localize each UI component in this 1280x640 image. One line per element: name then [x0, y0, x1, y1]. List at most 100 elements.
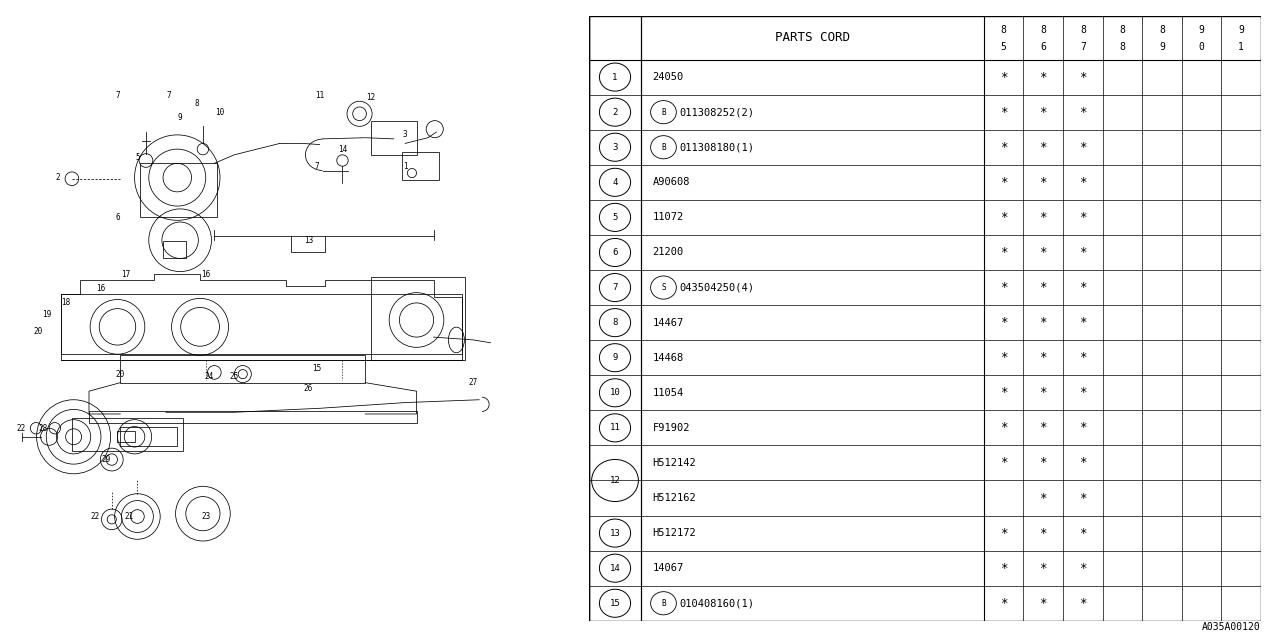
Text: *: * [1000, 141, 1007, 154]
Text: 26: 26 [303, 384, 312, 393]
Text: 20: 20 [33, 327, 42, 336]
Text: 7: 7 [315, 162, 319, 171]
Text: 21: 21 [124, 512, 133, 521]
Text: 5: 5 [1001, 42, 1006, 52]
Text: 1: 1 [612, 72, 618, 81]
Text: *: * [1000, 281, 1007, 294]
Text: 6: 6 [1041, 42, 1046, 52]
Text: 29: 29 [101, 455, 110, 464]
Text: 24: 24 [204, 372, 214, 381]
Text: *: * [1079, 106, 1087, 118]
Text: *: * [1000, 527, 1007, 540]
Text: 27: 27 [468, 378, 479, 387]
Bar [141, 163, 218, 218]
Text: 28: 28 [38, 424, 49, 433]
Text: 22: 22 [17, 424, 26, 433]
Text: *: * [1039, 492, 1047, 504]
Text: S: S [662, 283, 666, 292]
Text: 8: 8 [1120, 42, 1125, 52]
Text: 8: 8 [1041, 25, 1046, 35]
Text: 11054: 11054 [653, 388, 684, 398]
Text: 2: 2 [612, 108, 618, 116]
Text: 10: 10 [215, 108, 224, 116]
Text: H512172: H512172 [653, 528, 696, 538]
Text: 25: 25 [229, 372, 239, 381]
Text: 22: 22 [90, 512, 100, 521]
Text: 11: 11 [315, 90, 324, 99]
Text: *: * [1039, 351, 1047, 364]
Text: PARTS CORD: PARTS CORD [776, 31, 850, 44]
Text: 23: 23 [201, 512, 210, 521]
Text: 6: 6 [115, 213, 120, 222]
Text: *: * [1039, 106, 1047, 118]
Text: *: * [1039, 456, 1047, 470]
Text: 16: 16 [96, 284, 105, 293]
Text: *: * [1079, 70, 1087, 84]
Text: *: * [1000, 456, 1007, 470]
Text: 21200: 21200 [653, 248, 684, 257]
Text: *: * [1039, 70, 1047, 84]
Text: 2: 2 [55, 173, 60, 182]
Text: *: * [1079, 596, 1087, 610]
Text: *: * [1039, 562, 1047, 575]
Text: 043504250(4): 043504250(4) [678, 282, 754, 292]
Text: 4: 4 [612, 178, 618, 187]
Text: *: * [1079, 211, 1087, 224]
Text: 010408160(1): 010408160(1) [678, 598, 754, 608]
Text: *: * [1039, 596, 1047, 610]
Text: *: * [1039, 246, 1047, 259]
Text: 3: 3 [612, 143, 618, 152]
Text: A035A00120: A035A00120 [1202, 622, 1261, 632]
Text: 11: 11 [609, 424, 621, 433]
Text: 1: 1 [403, 162, 407, 171]
Text: B: B [662, 599, 666, 608]
Text: 12: 12 [609, 476, 621, 485]
Text: *: * [1079, 456, 1087, 470]
Text: *: * [1079, 281, 1087, 294]
Text: 8: 8 [1080, 25, 1085, 35]
Text: *: * [1039, 141, 1047, 154]
Text: 9: 9 [178, 113, 183, 122]
Text: 7: 7 [612, 283, 618, 292]
Text: A90608: A90608 [653, 177, 690, 188]
Text: 13: 13 [609, 529, 621, 538]
Text: *: * [1000, 211, 1007, 224]
Text: 9: 9 [1158, 42, 1165, 52]
Text: *: * [1000, 421, 1007, 435]
Text: *: * [1079, 141, 1087, 154]
Bar [72, 418, 183, 451]
Text: 19: 19 [42, 310, 51, 319]
Text: 8: 8 [1158, 25, 1165, 35]
Bar [120, 355, 365, 383]
Text: H512162: H512162 [653, 493, 696, 503]
Text: 10: 10 [609, 388, 621, 397]
Text: 5: 5 [136, 153, 140, 162]
Polygon shape [60, 275, 462, 354]
Bar [120, 426, 178, 447]
Text: 14067: 14067 [653, 563, 684, 573]
Text: *: * [1039, 316, 1047, 329]
Bar [371, 120, 416, 155]
Text: 20: 20 [115, 370, 125, 379]
Text: 5: 5 [612, 213, 618, 222]
Text: *: * [1079, 562, 1087, 575]
Text: 6: 6 [612, 248, 618, 257]
Text: 7: 7 [115, 90, 120, 99]
Text: *: * [1039, 421, 1047, 435]
Text: 16: 16 [201, 270, 210, 279]
Text: 7: 7 [166, 90, 172, 99]
Text: *: * [1039, 387, 1047, 399]
Text: 8: 8 [612, 318, 618, 327]
Text: 011308180(1): 011308180(1) [678, 142, 754, 152]
Text: 011308252(2): 011308252(2) [678, 107, 754, 117]
Text: 14: 14 [338, 145, 347, 154]
Text: 0: 0 [1198, 42, 1204, 52]
Text: B: B [662, 108, 666, 116]
Text: 9: 9 [612, 353, 618, 362]
Text: B: B [662, 143, 666, 152]
Text: 24050: 24050 [653, 72, 684, 82]
Text: *: * [1079, 316, 1087, 329]
Text: *: * [1039, 211, 1047, 224]
Bar [118, 431, 134, 442]
Text: *: * [1039, 527, 1047, 540]
